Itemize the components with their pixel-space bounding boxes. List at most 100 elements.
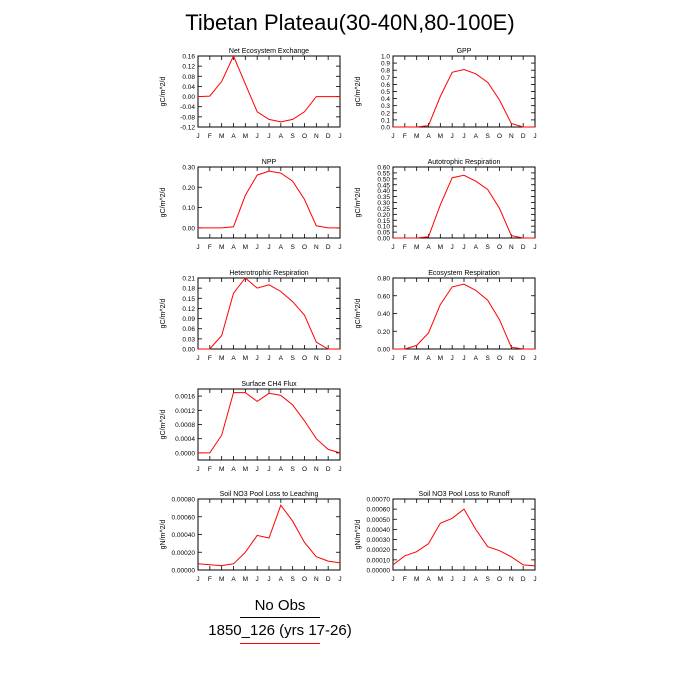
x-tick-label: J: [451, 576, 454, 583]
x-tick-label: O: [497, 244, 502, 251]
chart-panel: Soil NO3 Pool Loss to Leaching gN/m^2/d 0.…: [160, 491, 342, 583]
x-tick-label: M: [438, 244, 443, 251]
y-tick-label: 0.6: [381, 82, 390, 89]
chart-title: NPP: [262, 159, 277, 166]
y-axis-label: gC/m^2/d: [355, 188, 362, 218]
y-tick-label: 0.3: [381, 103, 390, 110]
x-tick-label: F: [208, 133, 212, 140]
y-tick-label: 0.00060: [367, 507, 391, 514]
y-tick-label: 0.20: [377, 212, 390, 219]
x-tick-label: N: [509, 133, 514, 140]
y-tick-label: 0.00000: [172, 568, 196, 575]
plot-frame: [197, 55, 341, 128]
x-tick-label: D: [521, 133, 526, 140]
y-tick-label: 0.09: [182, 316, 195, 323]
x-tick-label: S: [290, 466, 295, 473]
y-tick-label: 0.00: [182, 94, 195, 101]
x-tick-label: M: [219, 576, 224, 583]
x-tick-label: M: [438, 576, 443, 583]
series-line: [198, 392, 341, 454]
x-tick-label: M: [219, 466, 224, 473]
y-tick-label: -0.08: [180, 114, 195, 121]
x-tick-label: F: [208, 466, 212, 473]
plot-frame: [197, 166, 341, 239]
y-tick-label: 0.00050: [367, 517, 391, 524]
x-tick-label: J: [338, 576, 341, 583]
x-tick-label: J: [256, 355, 259, 362]
y-tick-label: 0.60: [377, 165, 390, 172]
x-tick-label: J: [256, 244, 259, 251]
x-tick-label: D: [326, 466, 331, 473]
x-tick-label: J: [338, 244, 341, 251]
y-axis-label: gC/m^2/d: [160, 299, 167, 329]
x-tick-label: A: [231, 133, 236, 140]
x-tick-label: J: [451, 355, 454, 362]
x-tick-label: O: [302, 133, 307, 140]
x-tick-label: F: [403, 576, 407, 583]
chart-title: GPP: [457, 48, 472, 55]
chart-title: Surface CH4 Flux: [241, 381, 297, 388]
x-tick-label: F: [208, 244, 212, 251]
legend-obs-line: [240, 617, 320, 618]
x-tick-label: J: [196, 355, 199, 362]
x-tick-label: N: [509, 244, 514, 251]
x-tick-label: M: [414, 244, 419, 251]
y-tick-label: 0.45: [377, 182, 390, 189]
y-tick-label: 0.12: [182, 306, 195, 313]
y-axis-label: gC/m^2/d: [355, 77, 362, 107]
x-tick-label: J: [196, 466, 199, 473]
y-tick-label: 0.0: [381, 125, 390, 132]
x-tick-label: D: [326, 355, 331, 362]
x-tick-label: D: [521, 244, 526, 251]
x-tick-label: S: [290, 133, 295, 140]
x-tick-label: J: [256, 576, 259, 583]
y-tick-label: 0.20: [182, 185, 195, 192]
x-tick-label: F: [208, 576, 212, 583]
x-tick-label: N: [314, 244, 319, 251]
y-tick-label: 0.10: [377, 224, 390, 231]
y-tick-label: 0.0012: [175, 408, 195, 415]
chart-panel: Net Ecosystem Exchange gC/m^2/d -0.12 -0.08…: [160, 48, 342, 140]
y-tick-label: 0.0004: [175, 436, 195, 443]
y-tick-label: 0.40: [377, 311, 390, 318]
x-tick-label: A: [231, 576, 236, 583]
x-tick-label: S: [485, 355, 490, 362]
y-tick-label: 0.05: [377, 230, 390, 237]
y-tick-label: 0.00080: [172, 497, 196, 504]
x-tick-label: A: [231, 244, 236, 251]
y-tick-label: 0.60: [377, 293, 390, 300]
x-tick-label: A: [474, 133, 479, 140]
plot-frame: [392, 166, 536, 239]
x-tick-label: J: [196, 576, 199, 583]
series-line: [392, 508, 536, 567]
x-tick-label: J: [256, 466, 259, 473]
x-tick-label: M: [243, 466, 248, 473]
series-line: [393, 68, 535, 128]
x-tick-label: J: [533, 576, 536, 583]
y-axis-label: gC/m^2/d: [355, 299, 362, 329]
y-tick-label: 0.04: [182, 84, 195, 91]
y-tick-label: 0.7: [381, 75, 390, 82]
x-tick-label: J: [391, 133, 394, 140]
x-tick-label: S: [290, 244, 295, 251]
x-tick-label: D: [326, 133, 331, 140]
series-line: [197, 504, 341, 567]
y-tick-label: 0.55: [377, 170, 390, 177]
x-tick-label: A: [426, 576, 431, 583]
x-tick-label: M: [438, 355, 443, 362]
x-tick-label: M: [438, 133, 443, 140]
series-line: [393, 174, 535, 239]
y-tick-label: 0.35: [377, 194, 390, 201]
x-tick-label: J: [462, 244, 465, 251]
page-title: Tibetan Plateau(30-40N,80-100E): [185, 10, 515, 35]
y-tick-label: 0.30: [182, 165, 195, 172]
x-tick-label: N: [509, 576, 514, 583]
y-tick-label: 0.30: [377, 200, 390, 207]
x-tick-label: N: [314, 576, 319, 583]
y-tick-label: 1.0: [381, 54, 390, 61]
y-tick-label: 0.00: [377, 236, 390, 243]
y-tick-label: -0.12: [180, 125, 195, 132]
x-tick-label: O: [302, 466, 307, 473]
y-tick-label: 0.15: [182, 296, 195, 303]
